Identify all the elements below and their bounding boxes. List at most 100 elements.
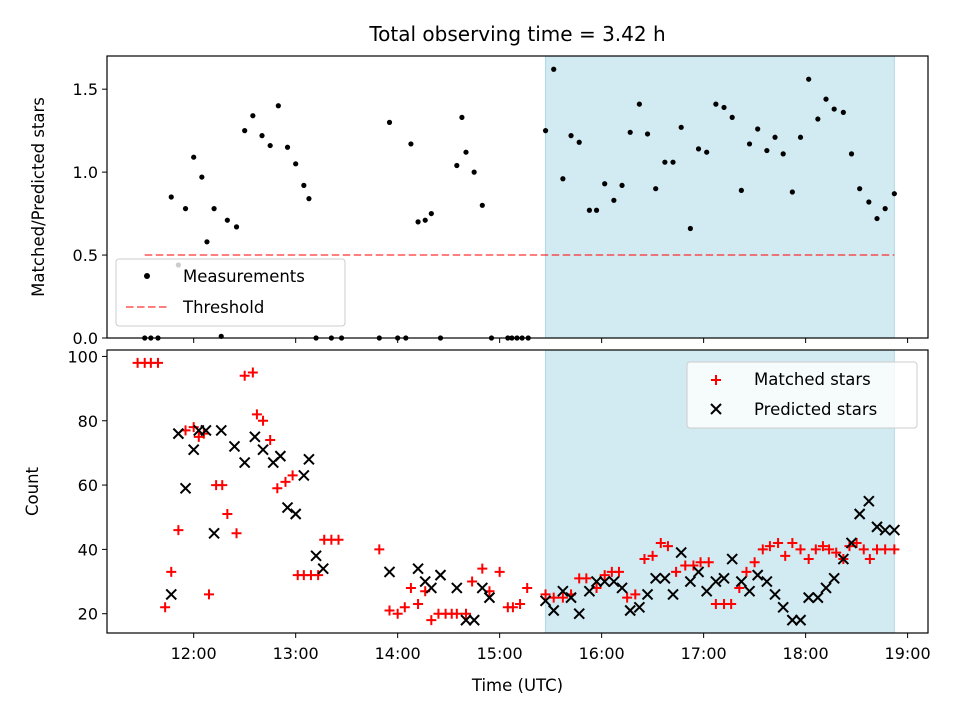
matched-star-point — [333, 534, 344, 545]
predicted-star-point — [692, 566, 705, 578]
matched-star-point — [803, 554, 814, 565]
predicted-star-point — [812, 591, 824, 604]
measurement-point — [729, 114, 735, 120]
bottom-x-tick-label: 16:00 — [579, 644, 625, 663]
measurement-point — [815, 116, 821, 122]
measurement-point — [224, 217, 230, 223]
predicted-star-point — [249, 431, 261, 443]
bottom-legend-box — [686, 361, 918, 429]
legend-threshold-label: Threshold — [182, 298, 264, 317]
measurement-point — [275, 103, 281, 109]
matched-star-point — [749, 557, 760, 568]
matched-star-point — [173, 525, 184, 536]
predicted-star-point — [483, 591, 496, 604]
measurement-point — [542, 128, 549, 134]
matched-star-point — [265, 435, 276, 446]
legend-matched-marker — [711, 375, 721, 385]
matched-star-point — [152, 357, 163, 368]
measurement-point — [789, 189, 795, 195]
matched-star-point — [824, 544, 835, 555]
predicted-star-point — [257, 443, 269, 456]
predicted-star-point — [888, 524, 901, 536]
x-axis-label: Time (UTC) — [471, 676, 563, 695]
matched-star-point — [193, 431, 204, 442]
measurement-point — [463, 149, 469, 155]
measurement-point — [823, 96, 829, 102]
matched-star-point — [795, 544, 806, 555]
legend-predicted-marker-shape — [710, 403, 722, 415]
bottom-axes-frame — [106, 349, 929, 634]
measurement-point — [780, 151, 786, 157]
measurement-point — [831, 106, 837, 112]
predicted-star-point — [451, 582, 463, 594]
matched-star-point — [203, 589, 214, 600]
measurement-point — [479, 202, 485, 208]
measurement-point — [168, 194, 174, 200]
measurement-point — [454, 162, 460, 169]
measurement-point — [259, 133, 265, 139]
bottom-x-tick-label: 19:00 — [885, 644, 931, 663]
bottom-y-axis-label: Count — [23, 466, 42, 516]
matched-star-point — [851, 537, 862, 548]
measurement-point — [459, 114, 465, 120]
predicted-star-point — [476, 582, 489, 594]
measurement-point — [738, 187, 744, 193]
measurement-point — [191, 154, 197, 160]
legend-matched-label: Matched stars — [754, 370, 871, 389]
top-y-tick-label: 0.0 — [73, 329, 98, 348]
measurement-point — [602, 181, 608, 187]
top-y-ticks: 0.0 0.5 1.0 1.5 — [73, 80, 107, 348]
matched-star-point — [864, 554, 875, 565]
measurement-point — [764, 147, 770, 154]
bottom-y-tick-label: 80 — [78, 412, 98, 431]
measurement-point — [568, 133, 574, 139]
predicted-star-point — [718, 572, 730, 585]
top-axes-frame — [106, 55, 929, 339]
measurement-point — [644, 131, 651, 137]
top-y-tick-label: 1.0 — [73, 163, 98, 182]
measurement-point — [713, 101, 719, 107]
legend-predicted-marker — [710, 403, 722, 415]
predicted-star-point — [412, 562, 424, 575]
predicted-star-point — [289, 508, 302, 520]
matched-star-point — [581, 573, 592, 584]
top-subplot: 0.0 0.5 1.0 1.5 Total observing time = 3.42… — [29, 22, 929, 348]
measurement-point — [386, 119, 393, 125]
matched-star-point — [477, 563, 488, 574]
predicted-star-point — [317, 562, 329, 575]
predicted-star-point — [434, 569, 447, 581]
bottom-x-tick-label: 13:00 — [273, 644, 319, 663]
bottom-y-tick-label: 100 — [67, 347, 98, 366]
bottom-x-ticks: 12:00 13:00 14:00 15:00 16:00 17:00 18:00 19:00 — [171, 633, 931, 663]
bottom-x-tick-label: 15:00 — [477, 644, 523, 663]
predicted-star-point — [837, 553, 850, 565]
predicted-star-point — [573, 607, 585, 620]
measurement-point — [242, 128, 248, 134]
predicted-star-point — [208, 527, 220, 540]
top-y-tick-label: 1.5 — [73, 80, 98, 99]
matched-star-point — [231, 528, 242, 539]
predicted-star-point — [786, 614, 799, 626]
predicted-star-point — [425, 582, 438, 594]
measurement-point — [653, 186, 659, 192]
matched-star-point — [522, 582, 533, 593]
measurement-point — [891, 191, 897, 197]
measurement-point — [611, 197, 617, 203]
matched-star-point — [858, 544, 869, 555]
predicted-star-point — [215, 424, 227, 437]
predicted-star-point — [675, 546, 687, 559]
measurement-point — [471, 169, 477, 175]
measurement-point — [586, 207, 593, 213]
measurement-point — [182, 206, 189, 212]
measurement-point — [204, 239, 210, 245]
predicted-star-point — [310, 550, 322, 562]
measurement-point — [408, 141, 414, 147]
matched-star-point — [451, 608, 462, 619]
matched-star-point — [280, 476, 291, 487]
measurement-point — [560, 176, 566, 182]
matched-star-point — [630, 589, 641, 600]
predicted-star-point — [794, 614, 807, 626]
bottom-y-tick-label: 20 — [78, 605, 98, 624]
predicted-star-point — [761, 575, 773, 588]
matched-star-point — [222, 509, 233, 520]
